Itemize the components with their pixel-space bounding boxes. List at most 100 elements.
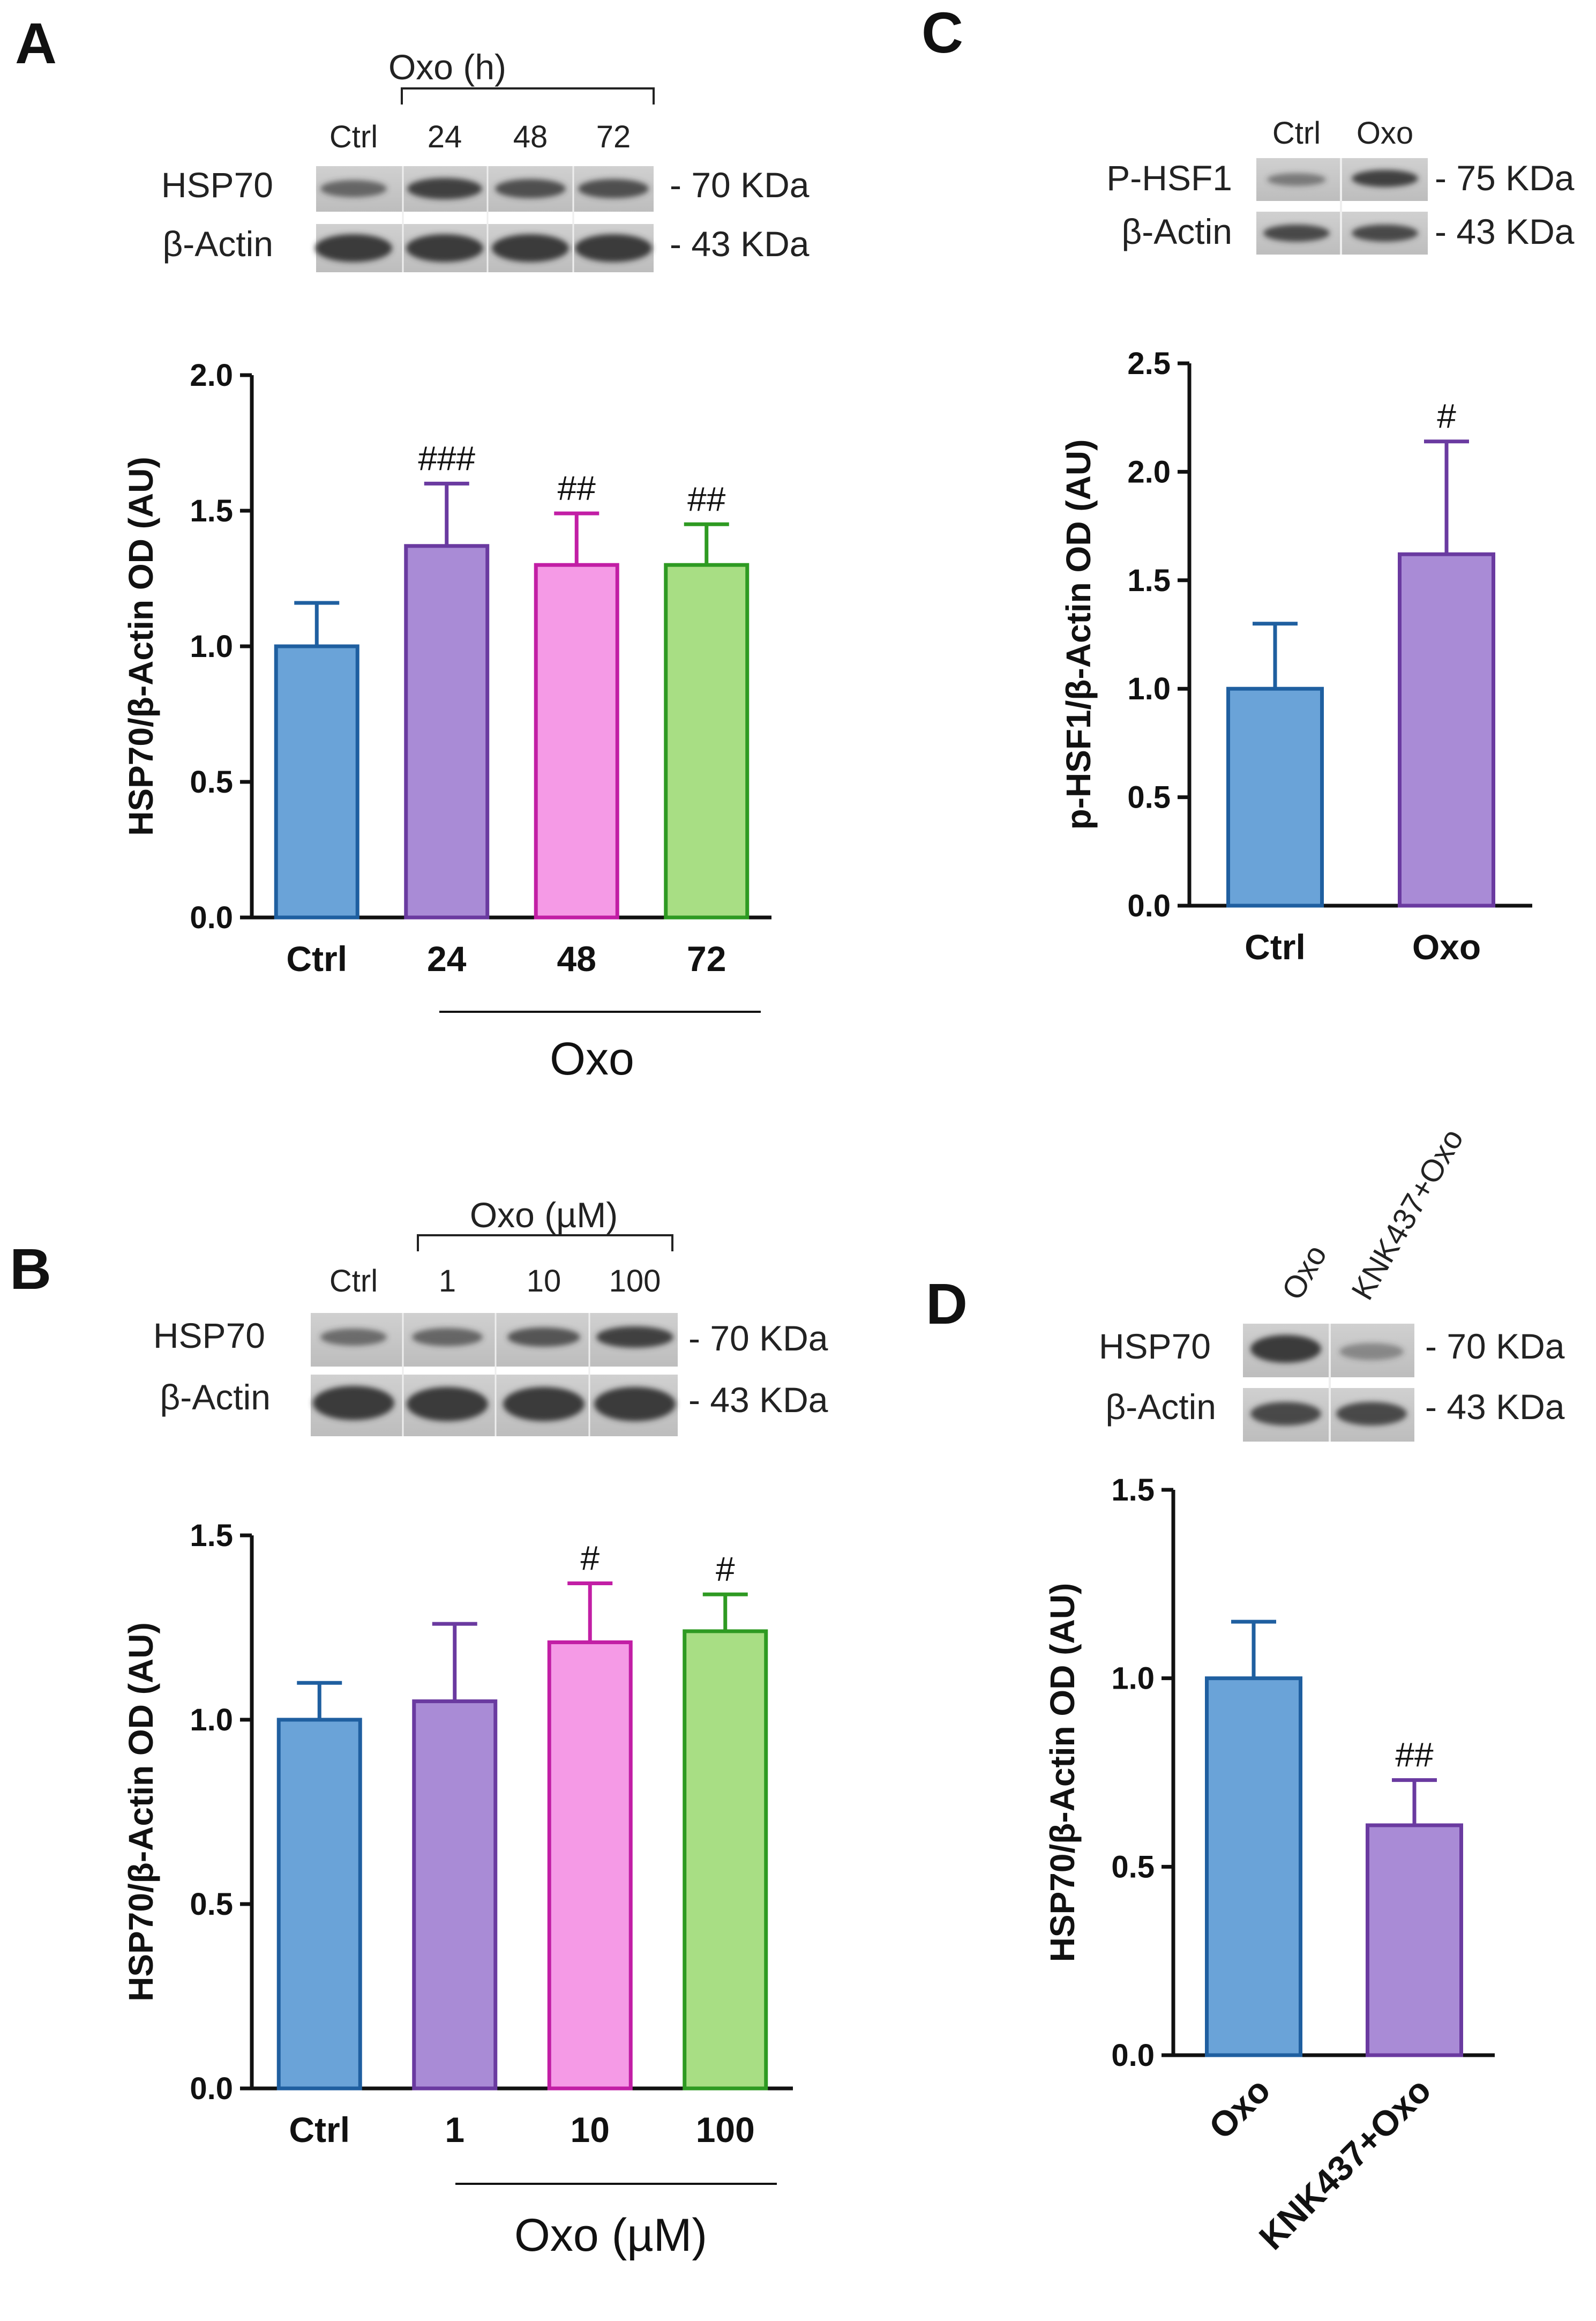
chart-a: 0.0 0.5 1.0 1.5 2.0 HSP70/β-Actin OD (AU) Ctrl… [122, 358, 771, 1013]
significance-marker: ## [558, 469, 596, 508]
x-tick-label: Ctrl [286, 939, 347, 979]
bar [1398, 552, 1495, 908]
blot-a-lane-label: 72 [596, 120, 631, 154]
x-tick-label: 24 [427, 939, 467, 979]
blot-a-group-label: Oxo (h) [388, 47, 506, 87]
bar [547, 1640, 633, 2091]
x-tick-label: 10 [571, 2110, 610, 2150]
y-tick-label: 1.0 [190, 629, 233, 664]
blot-d-row-size: - 43 KDa [1425, 1387, 1565, 1427]
blot-b-row-size: - 70 KDa [688, 1318, 828, 1358]
blot-d-lane-label: Oxo [1275, 1239, 1333, 1306]
x-tick-label: Oxo [1201, 2070, 1278, 2147]
blot-a-lane-label: Ctrl [329, 120, 378, 154]
bar [664, 563, 750, 920]
significance-marker: ### [418, 439, 475, 477]
blot-band [1339, 1343, 1404, 1360]
x-tick-label: 48 [557, 939, 596, 979]
blot-band [1267, 173, 1326, 186]
blot-band [1336, 1402, 1407, 1426]
bar [274, 644, 359, 920]
blot-a-row-size: - 70 KDa [670, 165, 810, 205]
y-axis-label: HSP70/β-Actin OD (AU) [122, 1622, 160, 2002]
y-tick-label: 0.0 [190, 900, 233, 935]
x-tick-label: Ctrl [289, 2110, 350, 2150]
x-tick-label: Ctrl [1245, 927, 1306, 967]
blot-b-group-label: Oxo (µM) [470, 1195, 618, 1235]
blot-band [1352, 225, 1418, 242]
blot-c-row-protein: P-HSF1 [1106, 158, 1232, 198]
blot-c-row-size: - 75 KDa [1435, 158, 1575, 198]
y-tick-label: 0.5 [1111, 1849, 1155, 1884]
blot-d-row-protein: β-Actin [1105, 1387, 1216, 1427]
panel-d: D Oxo KNK437+Oxo HSP70 β-Actin - 70 KDa … [926, 1123, 1565, 2257]
y-tick-label: 2.0 [190, 358, 233, 393]
y-axis-label: HSP70/β-Actin OD (AU) [1043, 1583, 1082, 1962]
bar [1226, 686, 1324, 908]
y-tick-label: 1.5 [190, 494, 233, 528]
blot-c-lane-label: Oxo [1357, 116, 1413, 151]
chart-c: 0.0 0.5 1.0 1.5 2.0 2.5 p-HSF1/β-Actin OD (AU)… [1059, 346, 1532, 967]
y-tick-label: 1.5 [1127, 563, 1171, 598]
blot-d-row-size: - 70 KDa [1425, 1326, 1565, 1366]
significance-marker: ## [1395, 1736, 1434, 1774]
blot-b-row-protein: β-Actin [160, 1377, 271, 1417]
blot-band [407, 1387, 488, 1421]
blot-band [1250, 1402, 1321, 1426]
blot-band [1250, 1335, 1321, 1363]
blot-b-lane-label: 100 [609, 1264, 661, 1298]
panel-letter-b: B [10, 1236, 51, 1301]
blot-b: Oxo (µM) Ctrl 1 10 100 HSP70 β-Actin - 7… [153, 1195, 828, 1436]
blot-b-row-size: - 43 KDa [688, 1380, 828, 1420]
significance-marker: # [580, 1539, 600, 1577]
blot-c-row-protein: β-Actin [1121, 212, 1232, 251]
y-tick-label: 0.0 [190, 2071, 233, 2106]
panel-letter-d: D [926, 1271, 968, 1336]
blot-b-lane-label: 1 [439, 1264, 456, 1298]
y-tick-label: 2.5 [1127, 346, 1171, 381]
bar [1366, 1823, 1463, 2057]
blot-band [320, 180, 387, 197]
blot-band [492, 234, 569, 262]
chart-d: 0.0 0.5 1.0 1.5 HSP70/β-Actin OD (AU) Oxo ## KN… [1043, 1473, 1495, 2257]
panel-letter-c: C [921, 0, 963, 65]
blot-d-lane-label: KNK437+Oxo [1345, 1123, 1470, 1305]
x-tick-label: Oxo [1412, 927, 1481, 967]
blot-d-row-protein: HSP70 [1099, 1326, 1211, 1366]
bar [534, 563, 619, 920]
blot-b-lane-label: 10 [527, 1264, 561, 1298]
blot-c: Ctrl Oxo P-HSF1 β-Actin - 75 KDa - 43 KD… [1106, 116, 1575, 255]
bar [404, 544, 490, 920]
blot-band [412, 1328, 483, 1346]
panel-letter-a: A [15, 11, 57, 76]
y-tick-label: 2.0 [1127, 454, 1171, 489]
panel-c: C Ctrl Oxo P-HSF1 β-Actin - 75 KDa - 43 … [921, 0, 1575, 967]
bar [683, 1629, 768, 2091]
blot-a-bracket [401, 87, 655, 105]
blot-band [578, 179, 649, 198]
blot-band [406, 234, 483, 262]
x-tick-label: KNK437+Oxo [1252, 2070, 1438, 2257]
blot-band [503, 1387, 585, 1421]
chart-b: 0.0 0.5 1.0 1.5 HSP70/β-Actin OD (AU) Ctrl 1 #1… [122, 1518, 793, 2185]
y-axis-label: HSP70/β-Actin OD (AU) [122, 457, 160, 836]
y-tick-label: 0.0 [1127, 889, 1171, 923]
y-tick-label: 0.5 [190, 1887, 233, 1922]
significance-marker: # [1437, 397, 1456, 436]
chart-b-group-label: Oxo (µM) [514, 2210, 707, 2261]
blot-a-row-size: - 43 KDa [670, 224, 810, 264]
blot-a-row-protein: β-Actin [162, 224, 273, 264]
blot-b-bracket [417, 1234, 673, 1251]
bar [412, 1699, 498, 2091]
blot-c-lane-label: Ctrl [1272, 116, 1321, 151]
y-tick-label: 1.0 [1127, 671, 1171, 706]
y-tick-label: 1.5 [190, 1518, 233, 1553]
y-axis-label: p-HSF1/β-Actin OD (AU) [1059, 439, 1098, 830]
bar [1205, 1676, 1302, 2057]
significance-marker: ## [687, 480, 726, 518]
panel-b: B Oxo (µM) Ctrl 1 10 100 HSP70 β-Actin -… [10, 1195, 828, 2185]
x-tick-label: 100 [696, 2110, 755, 2150]
blot-band [407, 178, 482, 199]
blot-band [596, 1326, 673, 1348]
